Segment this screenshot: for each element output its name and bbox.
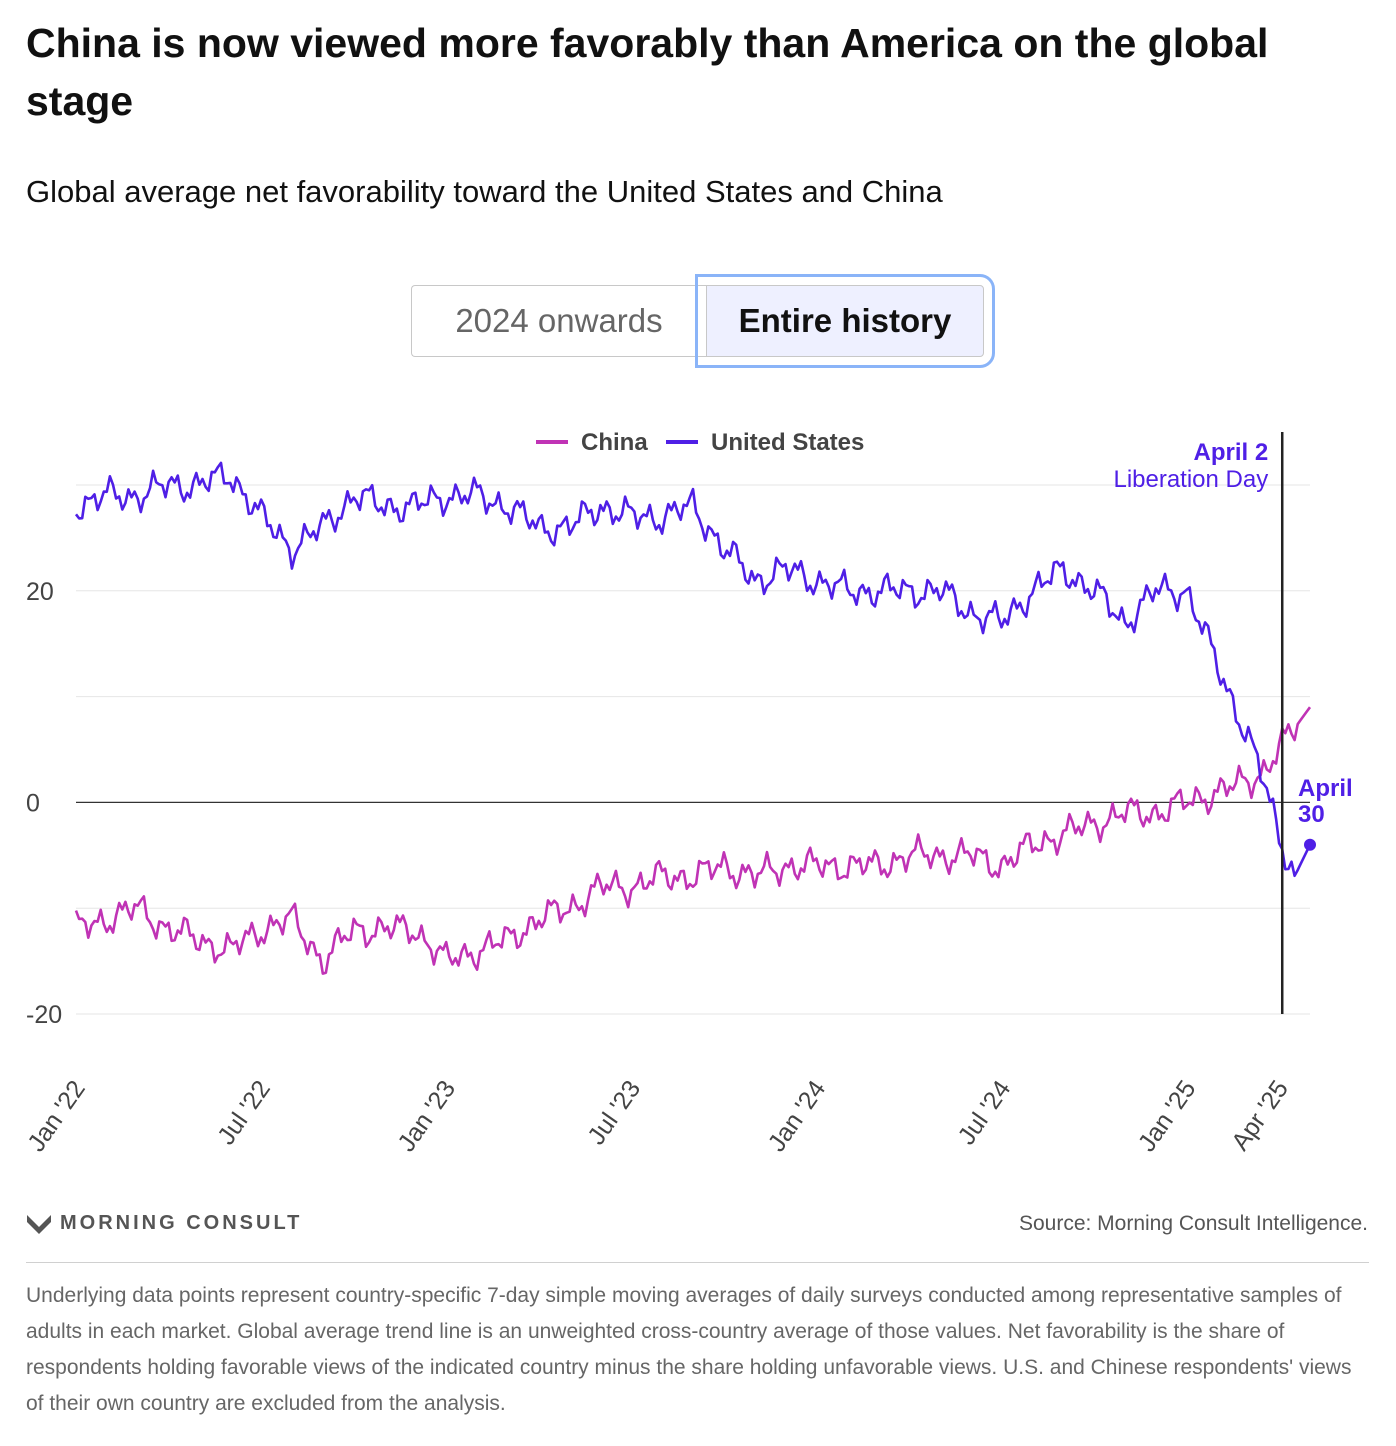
china-series-line [74,706,1312,975]
y-tick-label: -20 [26,1001,62,1029]
chart-subtitle: Global average net favorability toward t… [26,174,943,209]
methodology-notes: Underlying data points represent country… [26,1284,1352,1415]
line-chart: 20 0 -20 Jan '22 Jul '22 Jan '23 Jul '23 Jan '2… [22,429,1353,1157]
x-tick-label: Jan '22 [22,1075,91,1156]
source-note: Source: Morning Consult Intelligence. [1018,1212,1368,1235]
x-tick-label: Jan '23 [392,1075,461,1156]
toggle-entire-history[interactable]: Entire history [695,274,995,368]
brand-logo: MORNING CONSULT [26,1212,302,1235]
annotation-april-2: April 2 [1194,439,1269,466]
y-tick-label: 20 [26,578,54,606]
annotation-april-30-line2: 30 [1298,801,1325,828]
x-tick-label: Jan '24 [763,1075,832,1157]
x-tick-label: Jul '24 [952,1075,1016,1150]
chart-title: China is now viewed more favorably than … [26,20,1269,124]
range-toggle: 2024 onwards Entire history [411,274,995,368]
legend-us-label: United States [711,429,864,456]
footer-divider [26,1262,1369,1263]
x-tick-label: Apr '25 [1226,1075,1294,1155]
x-tick-label: Jan '25 [1133,1075,1202,1156]
brand-name: MORNING CONSULT [60,1212,303,1234]
annotation-april-30-line1: April [1298,775,1353,802]
annotation-liberation-day: Liberation Day [1113,466,1268,493]
toggle-2024-onwards[interactable]: 2024 onwards [411,285,706,357]
morning-consult-logo-icon [27,1214,51,1234]
x-tick-label: Jul '22 [212,1075,276,1150]
us-series-line [74,461,1312,878]
y-tick-label: 0 [26,789,40,817]
legend-china-label: China [581,429,648,456]
x-tick-label: Jul '23 [582,1075,646,1150]
us-endpoint-marker [1304,838,1316,851]
